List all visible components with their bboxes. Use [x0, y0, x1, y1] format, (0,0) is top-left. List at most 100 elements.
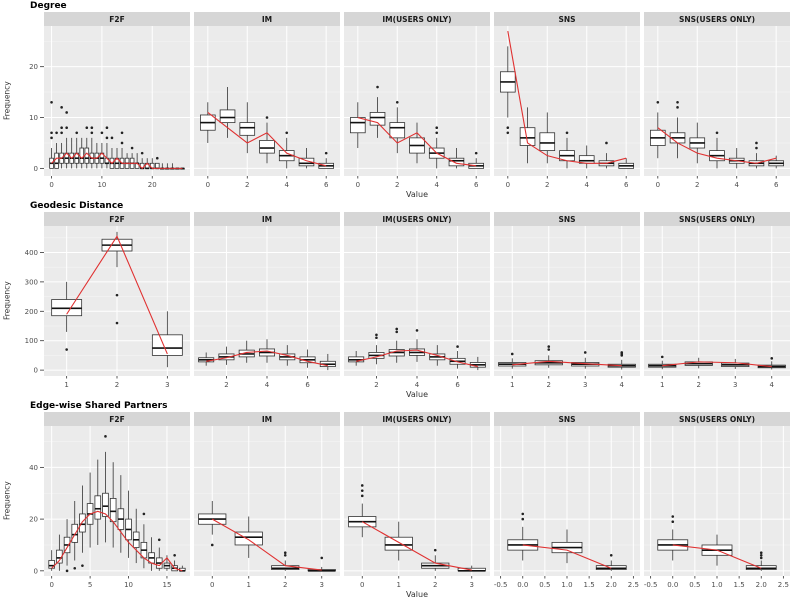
x-axis-label: Value [406, 590, 428, 599]
svg-text:1: 1 [510, 381, 514, 389]
y-axis-label: Frequency [2, 481, 12, 521]
svg-text:3: 3 [320, 581, 324, 589]
svg-text:4: 4 [265, 381, 270, 389]
panel-geodesic-distance-im: 2 4 6 IM [194, 212, 340, 389]
strip-label: IM(USERS ONLY) [382, 215, 451, 224]
x-axis-label: Value [406, 190, 428, 199]
svg-text:4: 4 [770, 381, 775, 389]
panel-degree-im-users-only: 0 2 4 6 IM(USERS ONLY) [344, 12, 490, 189]
strip-label: IM(USERS ONLY) [382, 415, 451, 424]
svg-text:0: 0 [34, 367, 38, 375]
y-axis-ticks: 0 100 200 300 400 [25, 249, 44, 375]
row-body-geodesic-distance: Frequency 0 100 200 300 400 1 2 3 F2F 2 4 6 IM 2 4 6 IM(U… [0, 212, 800, 390]
svg-text:2.0: 2.0 [606, 581, 617, 589]
svg-text:3: 3 [583, 381, 587, 389]
svg-text:0.5: 0.5 [689, 581, 700, 589]
svg-text:1.5: 1.5 [734, 581, 745, 589]
svg-text:4: 4 [284, 181, 289, 189]
svg-text:2.5: 2.5 [778, 581, 789, 589]
y-axis-label: Frequency [2, 81, 12, 121]
svg-text:5: 5 [88, 581, 92, 589]
svg-text:300: 300 [25, 278, 38, 286]
strip-label: SNS [558, 15, 575, 24]
svg-text:3: 3 [733, 381, 737, 389]
svg-text:2: 2 [695, 181, 699, 189]
panel-edge-wise-shared-partners-im: 0 1 2 3 IM [194, 412, 340, 589]
svg-text:0: 0 [34, 567, 38, 575]
svg-text:0: 0 [206, 181, 210, 189]
y-axis-ticks: 0 10 20 [29, 63, 44, 173]
svg-text:2: 2 [433, 581, 437, 589]
svg-text:6: 6 [624, 181, 629, 189]
strip-label: F2F [109, 215, 124, 224]
svg-text:2: 2 [374, 381, 378, 389]
row-degree: Degree Frequency 0 10 20 0 10 20 F2F 0 2 4 6 IM 0 2 4 6 IM… [0, 0, 800, 200]
svg-text:20: 20 [29, 516, 38, 524]
svg-text:20: 20 [148, 181, 157, 189]
svg-text:1.0: 1.0 [561, 581, 572, 589]
svg-text:2: 2 [697, 381, 701, 389]
strip-label: SNS(USERS ONLY) [679, 415, 755, 424]
svg-text:100: 100 [25, 337, 38, 345]
panel-degree-f2f: 0 10 20 F2F [44, 12, 190, 189]
panel-geodesic-distance-sns-users-only: 1 2 3 4 SNS(USERS ONLY) [644, 212, 790, 389]
row-geodesic-distance: Geodesic Distance Frequency 0 100 200 300 400 1… [0, 200, 800, 400]
strip-label: IM [262, 15, 272, 24]
panel-geodesic-distance-im-users-only: 2 4 6 IM(USERS ONLY) [344, 212, 490, 389]
svg-text:0: 0 [656, 181, 660, 189]
svg-text:1.5: 1.5 [584, 581, 595, 589]
panel-edge-wise-shared-partners-sns: -0.5 0.0 0.5 1.0 1.5 2.0 2.5 SNS [494, 412, 640, 589]
svg-text:6: 6 [455, 381, 460, 389]
svg-text:20: 20 [29, 63, 38, 71]
svg-text:0.5: 0.5 [539, 581, 550, 589]
svg-text:6: 6 [305, 381, 310, 389]
svg-text:2: 2 [115, 381, 119, 389]
svg-text:0: 0 [356, 181, 360, 189]
svg-text:2.5: 2.5 [628, 581, 639, 589]
row-edge-wise-shared-partners: Edge-wise Shared Partners Frequency 0 20 40 0… [0, 400, 800, 600]
row-title-degree: Degree [30, 1, 67, 11]
strip-label: IM [262, 415, 272, 424]
svg-text:0: 0 [360, 581, 364, 589]
svg-text:10: 10 [124, 581, 133, 589]
svg-text:2: 2 [395, 181, 399, 189]
panel-edge-wise-shared-partners-f2f: 0 5 10 15 F2F [44, 412, 190, 589]
svg-text:6: 6 [324, 181, 329, 189]
svg-text:2: 2 [245, 181, 249, 189]
svg-text:10: 10 [29, 114, 38, 122]
panel-geodesic-distance-f2f: 1 2 3 F2F [44, 212, 190, 389]
svg-text:-0.5: -0.5 [644, 581, 657, 589]
svg-text:400: 400 [25, 249, 38, 257]
svg-text:4: 4 [584, 181, 589, 189]
svg-text:3: 3 [165, 381, 169, 389]
row-body-degree: Frequency 0 10 20 0 10 20 F2F 0 2 4 6 IM 0 2 4 6 IM(USERS… [0, 12, 800, 190]
svg-text:6: 6 [474, 181, 479, 189]
row-title-geodesic-distance: Geodesic Distance [30, 201, 124, 211]
row-body-edge-wise-shared-partners: Frequency 0 20 40 0 5 10 15 F2F 0 1 2 3 IM 0 1 2 3 IM(USER… [0, 412, 800, 590]
svg-text:15: 15 [162, 581, 171, 589]
svg-text:4: 4 [415, 381, 420, 389]
svg-text:1.0: 1.0 [711, 581, 722, 589]
strip-label: SNS [558, 415, 575, 424]
panel-degree-sns-users-only: 0 2 4 6 SNS(USERS ONLY) [644, 12, 790, 189]
panel-geodesic-distance-sns: 1 2 3 4 SNS [494, 212, 640, 389]
svg-text:10: 10 [97, 181, 106, 189]
panel-degree-im: 0 2 4 6 IM [194, 12, 340, 189]
svg-text:2: 2 [283, 581, 287, 589]
svg-text:0: 0 [49, 581, 53, 589]
panel-edge-wise-shared-partners-im-users-only: 0 1 2 3 IM(USERS ONLY) [344, 412, 490, 589]
svg-text:2: 2 [224, 381, 228, 389]
svg-text:1: 1 [64, 381, 68, 389]
panel-edge-wise-shared-partners-sns-users-only: -0.5 0.0 0.5 1.0 1.5 2.0 2.5 SNS(USERS ONLY) [644, 412, 790, 589]
strip-label: SNS [558, 215, 575, 224]
panels: 0 10 20 F2F 0 2 4 6 IM 0 2 4 6 IM(USERS ONLY) 0 2 4 6 SNS 0… [44, 12, 790, 190]
svg-text:1: 1 [247, 581, 251, 589]
strip-label: IM(USERS ONLY) [382, 15, 451, 24]
panels: 0 5 10 15 F2F 0 1 2 3 IM 0 1 2 3 IM(USERS ONLY) -0.5 0.0… [44, 412, 790, 590]
panels: 1 2 3 F2F 2 4 6 IM 2 4 6 IM(USERS ONLY) 1 2 3 4 SNS 1 2 3 4 S… [44, 212, 790, 390]
svg-text:0: 0 [210, 581, 214, 589]
svg-text:6: 6 [774, 181, 779, 189]
row-title-edge-wise-shared-partners: Edge-wise Shared Partners [30, 401, 168, 411]
y-axis-label: Frequency [2, 281, 12, 321]
